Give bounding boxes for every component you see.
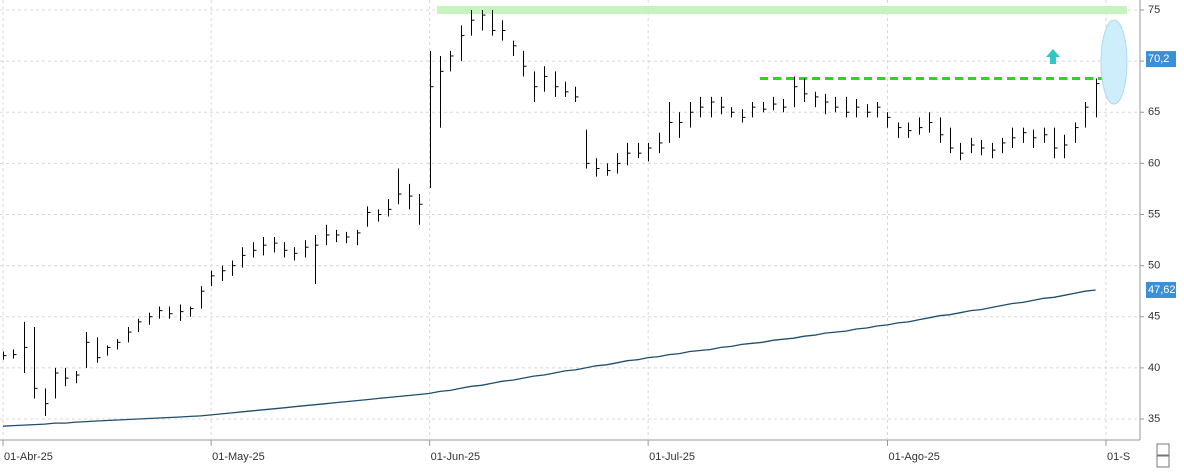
ma-last-label-box <box>1146 281 1176 298</box>
zoom-button[interactable] <box>1156 443 1170 456</box>
overlays <box>437 6 1127 81</box>
y-tick-label: 55 <box>1148 208 1160 220</box>
y-tick-label: 50 <box>1148 260 1160 272</box>
y-tick-label: 65 <box>1148 106 1160 118</box>
top-band <box>437 6 1127 14</box>
x-tick-label: 01-Jun-25 <box>431 451 481 463</box>
scroll-button[interactable] <box>1156 455 1170 468</box>
last-price-label: 70,2 <box>1148 53 1169 65</box>
y-tick-label: 75 <box>1148 4 1160 16</box>
y-tick-label: 60 <box>1148 157 1160 169</box>
highlight-ellipse <box>1100 19 1128 105</box>
y-tick-label: 40 <box>1148 362 1160 374</box>
up-arrow <box>1046 49 1060 64</box>
y-tick-label: 45 <box>1148 311 1160 323</box>
moving-average <box>2 289 1096 427</box>
y-tick-label: 35 <box>1148 413 1160 425</box>
x-tick-label: 01-Ago-25 <box>888 451 939 463</box>
x-tick-label: 01-S <box>1107 451 1130 463</box>
last-price-label-box <box>1146 51 1176 68</box>
x-tick-label: 01-Abr-25 <box>4 451 53 463</box>
labels: 35404550556065707501-Abr-2501-May-2501-J… <box>4 4 1176 463</box>
x-tick-label: 01-Jul-25 <box>649 451 695 463</box>
x-tick-label: 01-May-25 <box>212 451 265 463</box>
grid <box>0 0 1144 446</box>
ma-last-label: 47,62 <box>1148 284 1176 296</box>
marks <box>2 10 1110 427</box>
